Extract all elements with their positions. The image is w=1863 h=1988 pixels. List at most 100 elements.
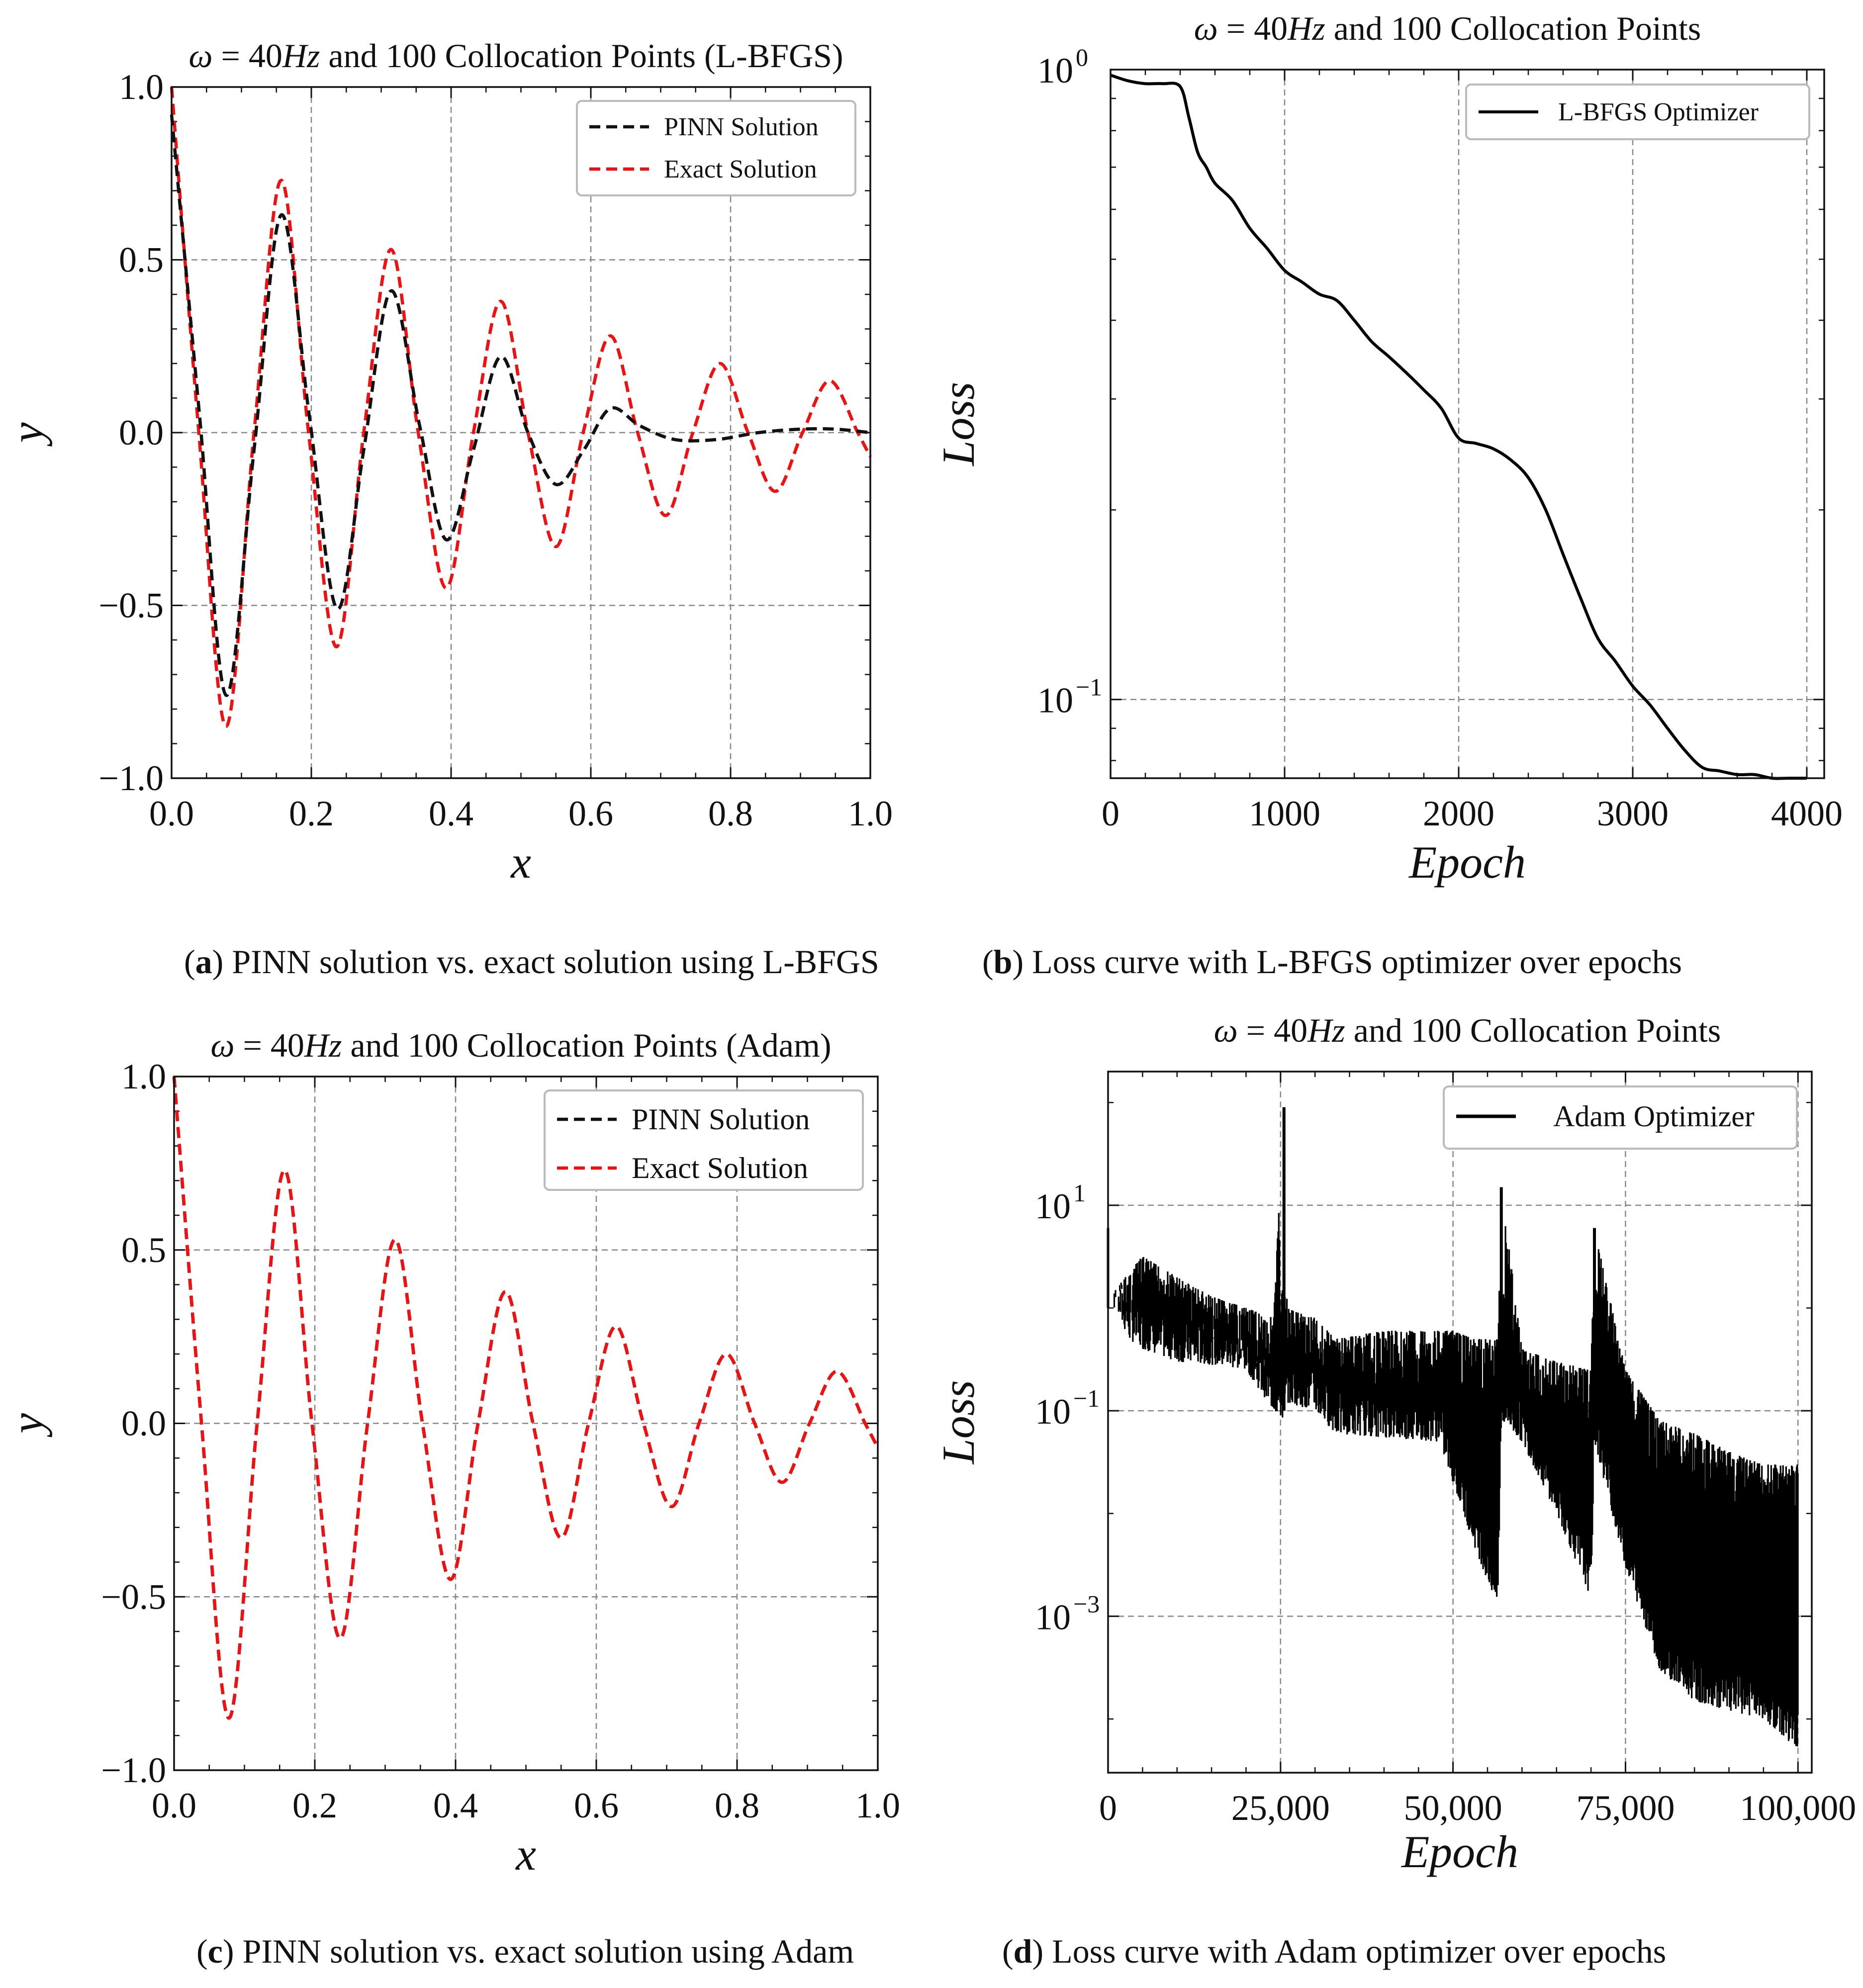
x-tick-label: 1.0 xyxy=(855,1786,900,1825)
chart-title: ω = 40Hz and 100 Collocation Points (Ada… xyxy=(211,1026,832,1064)
legend-label: PINN Solution xyxy=(664,113,819,141)
chart-title-part: ω xyxy=(1214,1011,1238,1049)
x-tick-label: 4000 xyxy=(1771,794,1843,833)
chart-title-part: ω xyxy=(1194,9,1218,47)
x-tick-label: 0 xyxy=(1102,794,1119,833)
x-axis-label: Epoch xyxy=(1400,1826,1518,1877)
caption-d-text: Loss curve with Adam optimizer over epoc… xyxy=(1052,1932,1667,1970)
y-tick-label: 0.5 xyxy=(119,240,164,280)
caption-c-letter: c xyxy=(207,1932,223,1970)
legend-label: PINN Solution xyxy=(632,1103,810,1136)
chart-title-part: = 40 xyxy=(212,37,282,75)
plot-frame xyxy=(1110,69,1825,779)
chart-title-part: and 100 Collocation Points (L-BFGS) xyxy=(320,37,843,75)
x-tick-label: 100,000 xyxy=(1740,1788,1856,1828)
caption-d-letter: d xyxy=(1013,1932,1032,1970)
y-tick-label: 1.0 xyxy=(119,67,164,107)
legend-box xyxy=(544,1089,864,1191)
chart-title-part: and 100 Collocation Points (Adam) xyxy=(342,1026,831,1064)
x-tick-label: 0.0 xyxy=(152,1786,196,1825)
chart-title: ω = 40Hz and 100 Collocation Points (L-B… xyxy=(188,37,843,75)
legend-box xyxy=(576,100,856,196)
series-line-exact xyxy=(172,1076,879,1720)
x-tick-label: 2000 xyxy=(1423,794,1494,833)
chart-title-part: ω xyxy=(188,37,212,75)
chart-title-part: Hz xyxy=(282,37,320,75)
chart-title-part: Hz xyxy=(1307,1011,1345,1049)
chart-title-part: = 40 xyxy=(235,1026,304,1064)
chart-panel-a: 0.0 0.2 0.4 0.6 0.8 1.0 −1.0 −0.5 0.0 0.5 1.0 x y ω =… xyxy=(1,37,893,888)
series-line-pinn xyxy=(170,114,871,697)
y-axis-label: Loss xyxy=(933,1380,984,1465)
x-tick-label: 0.6 xyxy=(574,1786,619,1825)
y-tick-label: 1.0 xyxy=(121,1057,166,1096)
x-axis-label: Epoch xyxy=(1408,837,1526,888)
y-axis-label: y xyxy=(1,1413,52,1438)
loss-band xyxy=(1113,1213,1799,1747)
y-axis-label: y xyxy=(1,422,52,447)
chart-title-part: Hz xyxy=(304,1026,342,1064)
x-tick-label: 25,000 xyxy=(1231,1788,1330,1828)
y-tick-exponent: −3 xyxy=(1073,1590,1100,1618)
x-tick-label: 1000 xyxy=(1249,794,1320,833)
caption-b-text: Loss curve with L-BFGS optimizer over ep… xyxy=(1032,943,1682,981)
legend-label: L-BFGS Optimizer xyxy=(1558,98,1759,126)
x-tick-label: 0.8 xyxy=(715,1786,759,1825)
series-line-exact xyxy=(170,87,872,728)
caption-a-letter: a xyxy=(195,943,212,981)
caption-c-text: PINN solution vs. exact solution using A… xyxy=(242,1932,854,1970)
chart-title-part: = 40 xyxy=(1238,1011,1307,1049)
caption-a-text: PINN solution vs. exact solution using L… xyxy=(232,943,879,981)
y-tick-label: −1.0 xyxy=(98,758,164,798)
plot-frame xyxy=(1107,1071,1813,1774)
y-tick-label: 10 xyxy=(1035,1597,1071,1637)
y-tick-label: −0.5 xyxy=(98,586,164,626)
x-axis-label: x xyxy=(515,1829,536,1880)
caption-b: (b) Loss curve with L-BFGS optimizer ove… xyxy=(982,943,1682,981)
chart-title-part: = 40 xyxy=(1218,9,1288,47)
x-tick-label: 75,000 xyxy=(1576,1788,1675,1828)
x-axis-label: x xyxy=(510,837,531,888)
chart-title-part: ω xyxy=(211,1026,235,1064)
y-tick-exponent: −1 xyxy=(1073,1384,1100,1412)
chart-title-part: and 100 Collocation Points xyxy=(1345,1011,1721,1049)
y-tick-label: 10 xyxy=(1035,1392,1071,1432)
x-tick-label: 0.8 xyxy=(708,794,753,833)
x-tick-label: 0.4 xyxy=(433,1786,478,1825)
y-tick-label: −1.0 xyxy=(101,1750,166,1790)
x-tick-label: 0.2 xyxy=(289,794,334,833)
plot-frame xyxy=(173,1076,879,1771)
chart-title-part: and 100 Collocation Points xyxy=(1325,9,1701,47)
y-tick-exponent: 1 xyxy=(1073,1179,1086,1207)
y-tick-label: 0.0 xyxy=(119,413,164,452)
x-tick-label: 0.0 xyxy=(149,794,194,833)
chart-title: ω = 40Hz and 100 Collocation Points xyxy=(1194,9,1701,47)
chart-title-part: Hz xyxy=(1287,9,1325,47)
x-tick-label: 0.2 xyxy=(292,1786,337,1825)
y-tick-label: 10 xyxy=(1037,51,1073,90)
x-tick-label: 0.4 xyxy=(429,794,473,833)
y-tick-label: −0.5 xyxy=(101,1577,166,1617)
y-tick-label: 10 xyxy=(1037,681,1073,721)
legend-label: Exact Solution xyxy=(664,155,817,183)
x-tick-label: 0.6 xyxy=(568,794,613,833)
caption-c: (c) PINN solution vs. exact solution usi… xyxy=(196,1932,854,1970)
caption-a: (a) PINN solution vs. exact solution usi… xyxy=(184,943,879,981)
loss-curve xyxy=(1110,74,1807,780)
y-tick-label: 0.0 xyxy=(121,1404,166,1444)
y-tick-label: 0.5 xyxy=(121,1230,166,1270)
legend-box xyxy=(1443,1085,1798,1150)
legend-label: Adam Optimizer xyxy=(1553,1100,1755,1133)
x-tick-label: 3000 xyxy=(1597,794,1669,833)
y-tick-label: 10 xyxy=(1035,1186,1071,1226)
y-tick-exponent: 0 xyxy=(1076,43,1088,71)
caption-d: (d) Loss curve with Adam optimizer over … xyxy=(1002,1932,1667,1970)
x-tick-label: 1.0 xyxy=(848,794,893,833)
chart-panel-c: 0.0 0.2 0.4 0.6 0.8 1.0 −1.0 −0.5 0.0 0.5 1.0 x y ω =… xyxy=(1,1026,900,1880)
legend-label: Exact Solution xyxy=(632,1152,808,1184)
legend-box xyxy=(1465,84,1810,140)
x-tick-label: 0 xyxy=(1099,1788,1117,1828)
chart-title: ω = 40Hz and 100 Collocation Points xyxy=(1214,1011,1721,1049)
